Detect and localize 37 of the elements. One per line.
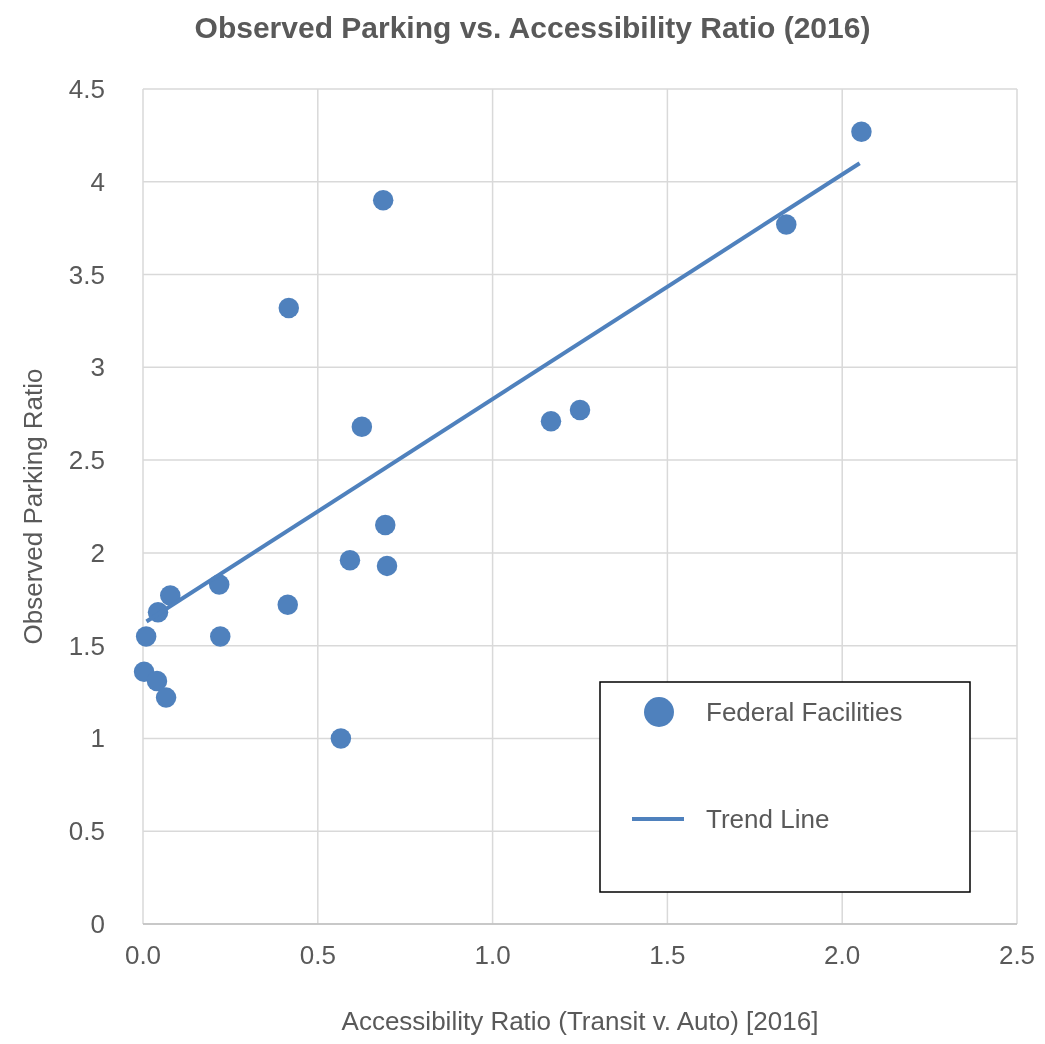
- y-tick-label: 4.5: [68, 74, 105, 104]
- point: [372, 190, 394, 211]
- y-axis-title: Observed Parking Ratio: [18, 368, 48, 645]
- point: [330, 728, 352, 749]
- y-tick-label: 0.5: [68, 816, 105, 847]
- y-tick-label: 2: [90, 537, 105, 568]
- y-tick-label: 1: [90, 723, 105, 754]
- point: [339, 550, 361, 571]
- y-tick-label: 2.5: [68, 445, 105, 476]
- point: [155, 687, 177, 708]
- point: [376, 555, 398, 577]
- y-tick-label: 3.5: [68, 259, 105, 290]
- point: [277, 594, 298, 616]
- point: [146, 670, 168, 692]
- point: [135, 626, 157, 647]
- legend-label: Trend Line: [706, 804, 830, 834]
- y-tick-label: 0: [90, 909, 105, 939]
- point: [540, 410, 562, 432]
- x-tick-label: 0.0: [124, 940, 162, 970]
- y-tick-label: 1.5: [68, 630, 105, 661]
- x-tick-label: 1.5: [649, 940, 686, 970]
- point: [569, 399, 591, 421]
- x-tick-label: 0.5: [299, 940, 336, 970]
- point: [278, 297, 300, 319]
- x-tick-label: 1.0: [474, 940, 511, 970]
- legend-label: Federal Facilities: [706, 697, 903, 727]
- chart-title: Observed Parking vs. Accessibility Ratio (2016): [194, 11, 871, 44]
- x-tick-label: 2.0: [824, 940, 861, 970]
- point: [210, 626, 231, 647]
- point: [351, 416, 373, 437]
- point: [776, 214, 797, 235]
- x-axis-title: Accessibility Ratio (Transit v. Auto) [2016]: [341, 1006, 819, 1036]
- point: [375, 514, 396, 536]
- y-tick-label: 3: [90, 352, 105, 383]
- y-tick-label: 4: [90, 166, 105, 197]
- point: [851, 121, 872, 142]
- x-tick-label: 2.5: [998, 940, 1036, 970]
